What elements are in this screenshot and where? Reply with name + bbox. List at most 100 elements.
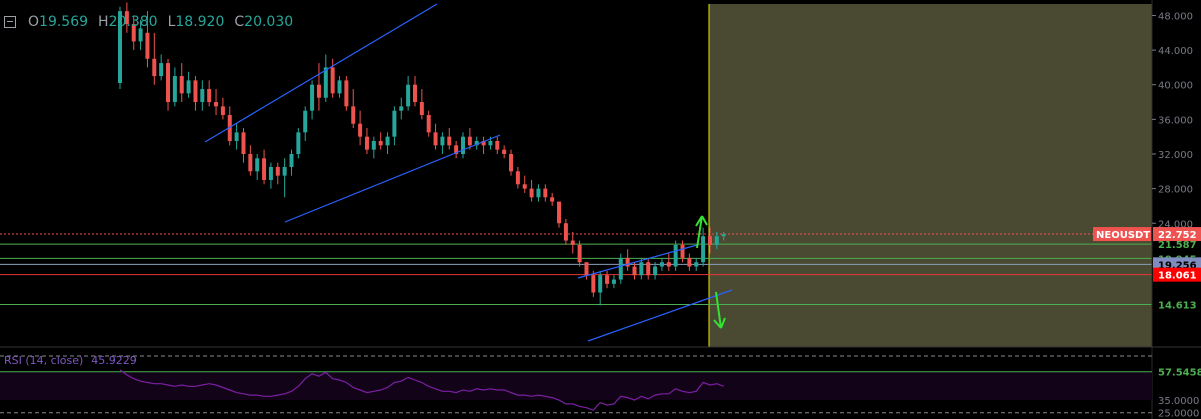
candle-body — [289, 153, 294, 167]
candle-body — [694, 262, 699, 267]
price-tick-label: 48.000 — [1158, 11, 1193, 22]
low-value: 18.920 — [175, 14, 225, 30]
price-tick-label: 44.000 — [1158, 46, 1193, 57]
tag-18061-bg — [1153, 267, 1201, 282]
collapse-icon[interactable] — [4, 16, 16, 28]
symbol-label-bg — [1093, 227, 1151, 242]
candle-body — [316, 84, 321, 98]
candle-body — [721, 234, 726, 237]
candle-body — [255, 158, 260, 172]
candle-body — [166, 63, 171, 103]
candle-body — [214, 102, 219, 107]
candle-body — [481, 141, 486, 146]
candle-body — [186, 80, 191, 94]
low-key: L — [167, 14, 176, 30]
candle-body — [467, 136, 472, 146]
channel-line-lower-2[interactable] — [587, 289, 733, 342]
candle-body — [563, 223, 568, 241]
rsi-value: 45.9229 — [91, 354, 137, 367]
channel-line-lower-1[interactable] — [284, 134, 501, 223]
up-arrow — [695, 215, 708, 249]
candle-body — [323, 67, 328, 98]
candle-body — [351, 106, 356, 124]
price-axis-bg — [1152, 0, 1201, 347]
candle-body — [707, 236, 712, 245]
candle-body — [268, 166, 273, 180]
candle-body — [193, 80, 198, 103]
rsi-legend: RSI (14, close) 45.9229 — [4, 354, 137, 367]
candle-body — [179, 76, 184, 94]
tag-19256: 19.256 — [1158, 260, 1197, 271]
candle-body — [653, 266, 658, 276]
candle-body — [159, 63, 164, 77]
open-key: O — [28, 14, 40, 30]
forecast-zone — [709, 4, 1152, 347]
candle-body — [118, 11, 122, 83]
rsi-level-tag: 57.5458 — [1158, 368, 1201, 379]
channel-line-upper-1[interactable] — [204, 3, 438, 143]
candle-body — [529, 188, 534, 198]
rsi-tick-label: 25.0000 — [1158, 409, 1199, 419]
candle-body — [330, 67, 335, 94]
candle-body — [515, 171, 520, 185]
ohlc-legend: O19.569 H20.380 L18.920 C20.030 — [4, 11, 293, 33]
candle-body — [584, 262, 589, 276]
rsi-tick-label: 35.0000 — [1158, 396, 1199, 407]
candle-body — [385, 136, 390, 146]
candle-body — [550, 197, 555, 202]
price-tick-label: 36.000 — [1158, 115, 1193, 126]
candle-body — [145, 32, 150, 59]
candle-body — [234, 132, 239, 142]
candle-body — [406, 84, 411, 107]
candle-body — [577, 244, 582, 263]
candle-body — [220, 106, 225, 116]
down-arrow — [713, 291, 726, 329]
candle-body — [172, 76, 177, 103]
candle-body — [227, 115, 232, 142]
last-price-tag: 22.752 — [1158, 230, 1197, 241]
candle-body — [337, 80, 342, 94]
candle-body — [598, 275, 603, 293]
candle-body — [303, 110, 308, 133]
candle-body — [344, 80, 349, 107]
candle-body — [646, 262, 651, 276]
close-value: 20.030 — [244, 14, 294, 30]
price-tick-label: 32.000 — [1158, 150, 1193, 161]
candle-body — [131, 24, 136, 42]
candle-body — [200, 89, 205, 103]
price-tick-label: 24.000 — [1158, 219, 1193, 230]
open-value: 19.569 — [39, 14, 89, 30]
candle-body — [666, 262, 671, 267]
candle-body — [124, 11, 129, 25]
candle-body — [502, 149, 507, 154]
candle-body — [282, 166, 287, 176]
candle-body — [138, 28, 143, 42]
candle-body — [461, 136, 465, 154]
candle-body — [207, 89, 212, 103]
close-key: C — [234, 14, 245, 30]
candle-body — [262, 158, 267, 180]
candle-body — [371, 141, 376, 150]
candle-body — [687, 257, 692, 267]
rsi-line — [119, 369, 724, 411]
candle-body — [570, 240, 575, 245]
candle-body — [419, 102, 424, 116]
candle-body — [447, 136, 452, 146]
candle-body — [392, 110, 397, 137]
candle-body — [522, 184, 527, 189]
candle-body — [543, 188, 548, 198]
candle-body — [611, 279, 616, 284]
price-tick-label: 28.000 — [1158, 185, 1193, 196]
channel-line-upper-2[interactable] — [577, 244, 698, 279]
candle-body — [358, 123, 363, 137]
tag-18061: 18.061 — [1158, 271, 1197, 282]
symbol-label: NEOUSDT — [1096, 230, 1150, 241]
candle-body — [433, 132, 438, 146]
candle-body — [412, 84, 417, 103]
candle-body — [152, 58, 157, 77]
tag-14613: 14.613 — [1158, 301, 1197, 312]
candle-body — [632, 266, 637, 276]
candle-body — [495, 141, 500, 150]
